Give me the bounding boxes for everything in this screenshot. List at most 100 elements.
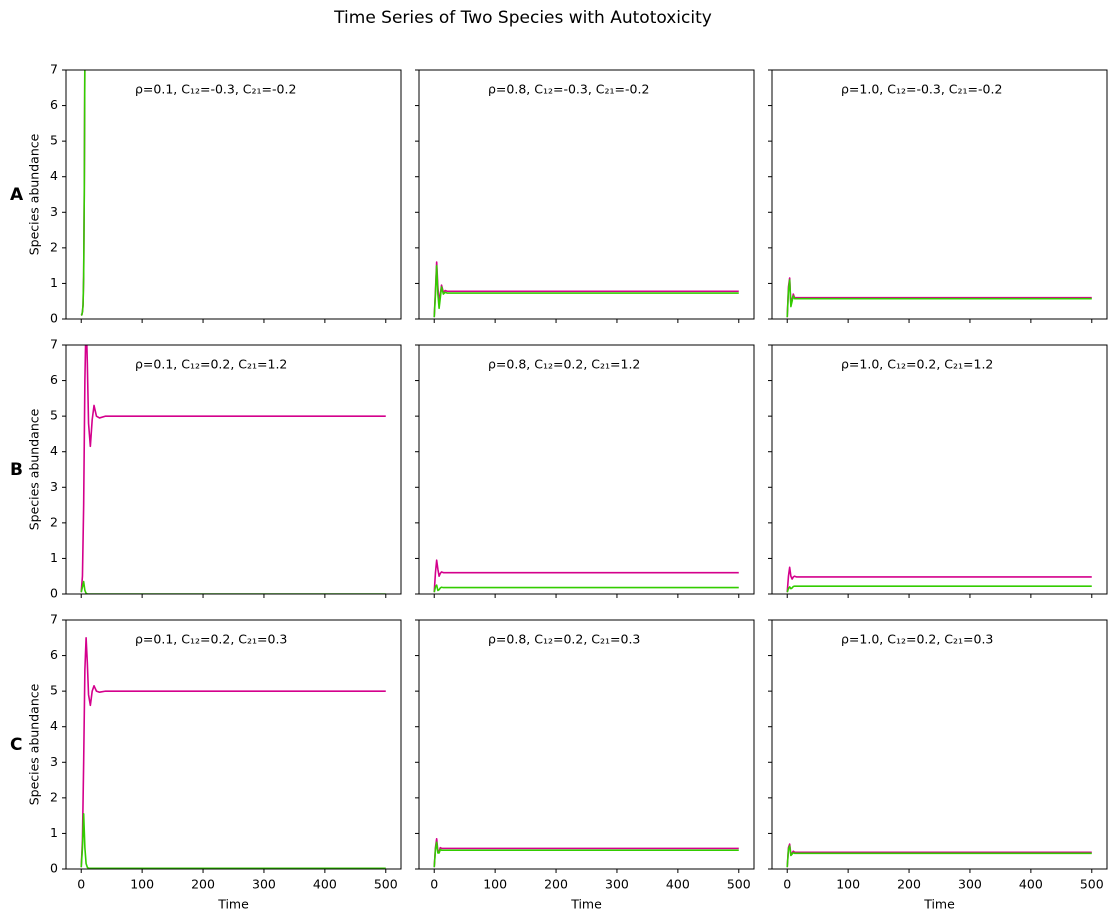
x-tick-label: 300: [252, 877, 276, 892]
x-tick-label: 500: [1080, 877, 1104, 892]
y-tick-label: 0: [50, 311, 58, 326]
y-tick-label: 5: [50, 683, 58, 698]
subplot: 0 100 200 300 400 500 ρ=1.0, C₁₂=0.2, C₂₁=0.3 T…: [768, 619, 1108, 912]
x-tick-label: 200: [544, 877, 568, 892]
subplot: 0 100 200 300 400 500 ρ=0.8, C₁₂=0.2, C₂₁=0.3 T…: [415, 619, 755, 912]
axes-frame: [65, 69, 402, 320]
y-tick-label: 6: [50, 647, 58, 662]
annotation: ρ=0.1, C₁₂=-0.3, C₂₁=-0.2: [135, 82, 296, 97]
x-tick-label: 300: [958, 877, 982, 892]
series-line: [786, 585, 1092, 593]
axes-frame: [771, 69, 1108, 320]
subplot: ρ=0.8, C₁₂=-0.3, C₂₁=-0.2: [415, 69, 755, 323]
y-tick-label: 1: [50, 825, 58, 840]
annotation: ρ=0.8, C₁₂=-0.3, C₂₁=-0.2: [488, 82, 649, 97]
x-tick-label: 400: [666, 877, 690, 892]
y-tick-label: 5: [50, 408, 58, 423]
x-tick-label: 0: [430, 877, 438, 892]
plot-area: [433, 559, 739, 593]
annotation: ρ=1.0, C₁₂=0.2, C₂₁=1.2: [841, 357, 993, 372]
x-tick-label: 100: [483, 877, 507, 892]
row-label: A: [10, 185, 24, 205]
series-line: [80, 345, 386, 593]
annotation: ρ=1.0, C₁₂=-0.3, C₂₁=-0.2: [841, 82, 1002, 97]
y-tick-label: 4: [50, 443, 58, 458]
plot-area: [786, 566, 1092, 593]
x-tick-label: 400: [313, 877, 337, 892]
series-line: [433, 264, 739, 318]
series-line: [80, 636, 386, 868]
subplot: ρ=1.0, C₁₂=-0.3, C₂₁=-0.2: [768, 69, 1108, 323]
y-tick-label: 6: [50, 97, 58, 112]
y-tick-label: 3: [50, 479, 58, 494]
subplot: 0 100 200 300 400 500 0 1 2 3 4 5 6 7 ρ=0.1, C₁₂=0.2, …: [10, 612, 402, 912]
plot-area: [80, 636, 386, 869]
x-tick-label: 500: [727, 877, 751, 892]
plot-area: [786, 843, 1092, 868]
x-tick-label: 200: [897, 877, 921, 892]
y-tick-label: 1: [50, 275, 58, 290]
plot-area: [433, 261, 739, 318]
y-tick-label: 7: [50, 337, 58, 352]
y-tick-label: 7: [50, 62, 58, 77]
annotation: ρ=0.8, C₁₂=0.2, C₂₁=0.3: [488, 632, 640, 647]
series-line: [433, 559, 739, 593]
annotation: ρ=0.1, C₁₂=0.2, C₂₁=0.3: [135, 632, 287, 647]
axes-frame: [418, 344, 755, 595]
x-axis-label: Time: [570, 897, 602, 912]
x-tick-label: 0: [783, 877, 791, 892]
plot-area: [80, 70, 86, 316]
y-tick-label: 7: [50, 612, 58, 627]
plot-area: [786, 277, 1092, 318]
y-axis-label: Species abundance: [27, 408, 42, 530]
y-tick-label: 0: [50, 861, 58, 876]
y-axis-label: Species abundance: [27, 133, 42, 255]
subplot: 0 1 2 3 4 5 6 7 ρ=0.1, C₁₂=-0.3, C₂₁=-0.2 Species…: [10, 62, 402, 326]
y-axis-label: Species abundance: [27, 683, 42, 805]
series-line: [433, 841, 739, 868]
series-line: [786, 279, 1092, 318]
y-tick-label: 4: [50, 718, 58, 733]
annotation: ρ=0.8, C₁₂=0.2, C₂₁=1.2: [488, 357, 640, 372]
series-line: [80, 70, 86, 316]
y-tick-label: 5: [50, 133, 58, 148]
x-tick-label: 300: [605, 877, 629, 892]
axes-frame: [771, 619, 1108, 870]
plot-area: [80, 345, 386, 594]
y-tick-label: 4: [50, 168, 58, 183]
annotation: ρ=0.1, C₁₂=0.2, C₂₁=1.2: [135, 357, 287, 372]
x-tick-label: 200: [191, 877, 215, 892]
subplot: 0 1 2 3 4 5 6 7 ρ=0.1, C₁₂=0.2, C₂₁=1.2 Species a…: [10, 337, 402, 601]
subplot: ρ=0.8, C₁₂=0.2, C₂₁=1.2: [415, 344, 755, 598]
row-label: B: [10, 460, 23, 480]
y-tick-label: 3: [50, 754, 58, 769]
plot-area: [433, 837, 739, 868]
subplot: ρ=1.0, C₁₂=0.2, C₂₁=1.2: [768, 344, 1108, 598]
series-line: [80, 580, 386, 594]
y-tick-label: 3: [50, 204, 58, 219]
series-line: [786, 845, 1092, 868]
figure-title: Time Series of Two Species with Autotoxi…: [333, 8, 712, 28]
series-line: [80, 813, 386, 869]
x-tick-label: 100: [130, 877, 154, 892]
y-tick-label: 2: [50, 789, 58, 804]
row-label: C: [10, 735, 22, 755]
axes-frame: [418, 69, 755, 320]
x-tick-label: 100: [836, 877, 860, 892]
y-tick-label: 6: [50, 372, 58, 387]
y-tick-label: 2: [50, 239, 58, 254]
series-line: [786, 566, 1092, 593]
axes-frame: [771, 344, 1108, 595]
series-line: [433, 584, 739, 593]
y-tick-label: 0: [50, 586, 58, 601]
annotation: ρ=1.0, C₁₂=0.2, C₂₁=0.3: [841, 632, 993, 647]
y-tick-label: 2: [50, 514, 58, 529]
x-tick-label: 0: [77, 877, 85, 892]
x-tick-label: 500: [374, 877, 398, 892]
x-tick-label: 400: [1019, 877, 1043, 892]
x-axis-label: Time: [923, 897, 955, 912]
axes-frame: [65, 619, 402, 870]
y-tick-label: 1: [50, 550, 58, 565]
